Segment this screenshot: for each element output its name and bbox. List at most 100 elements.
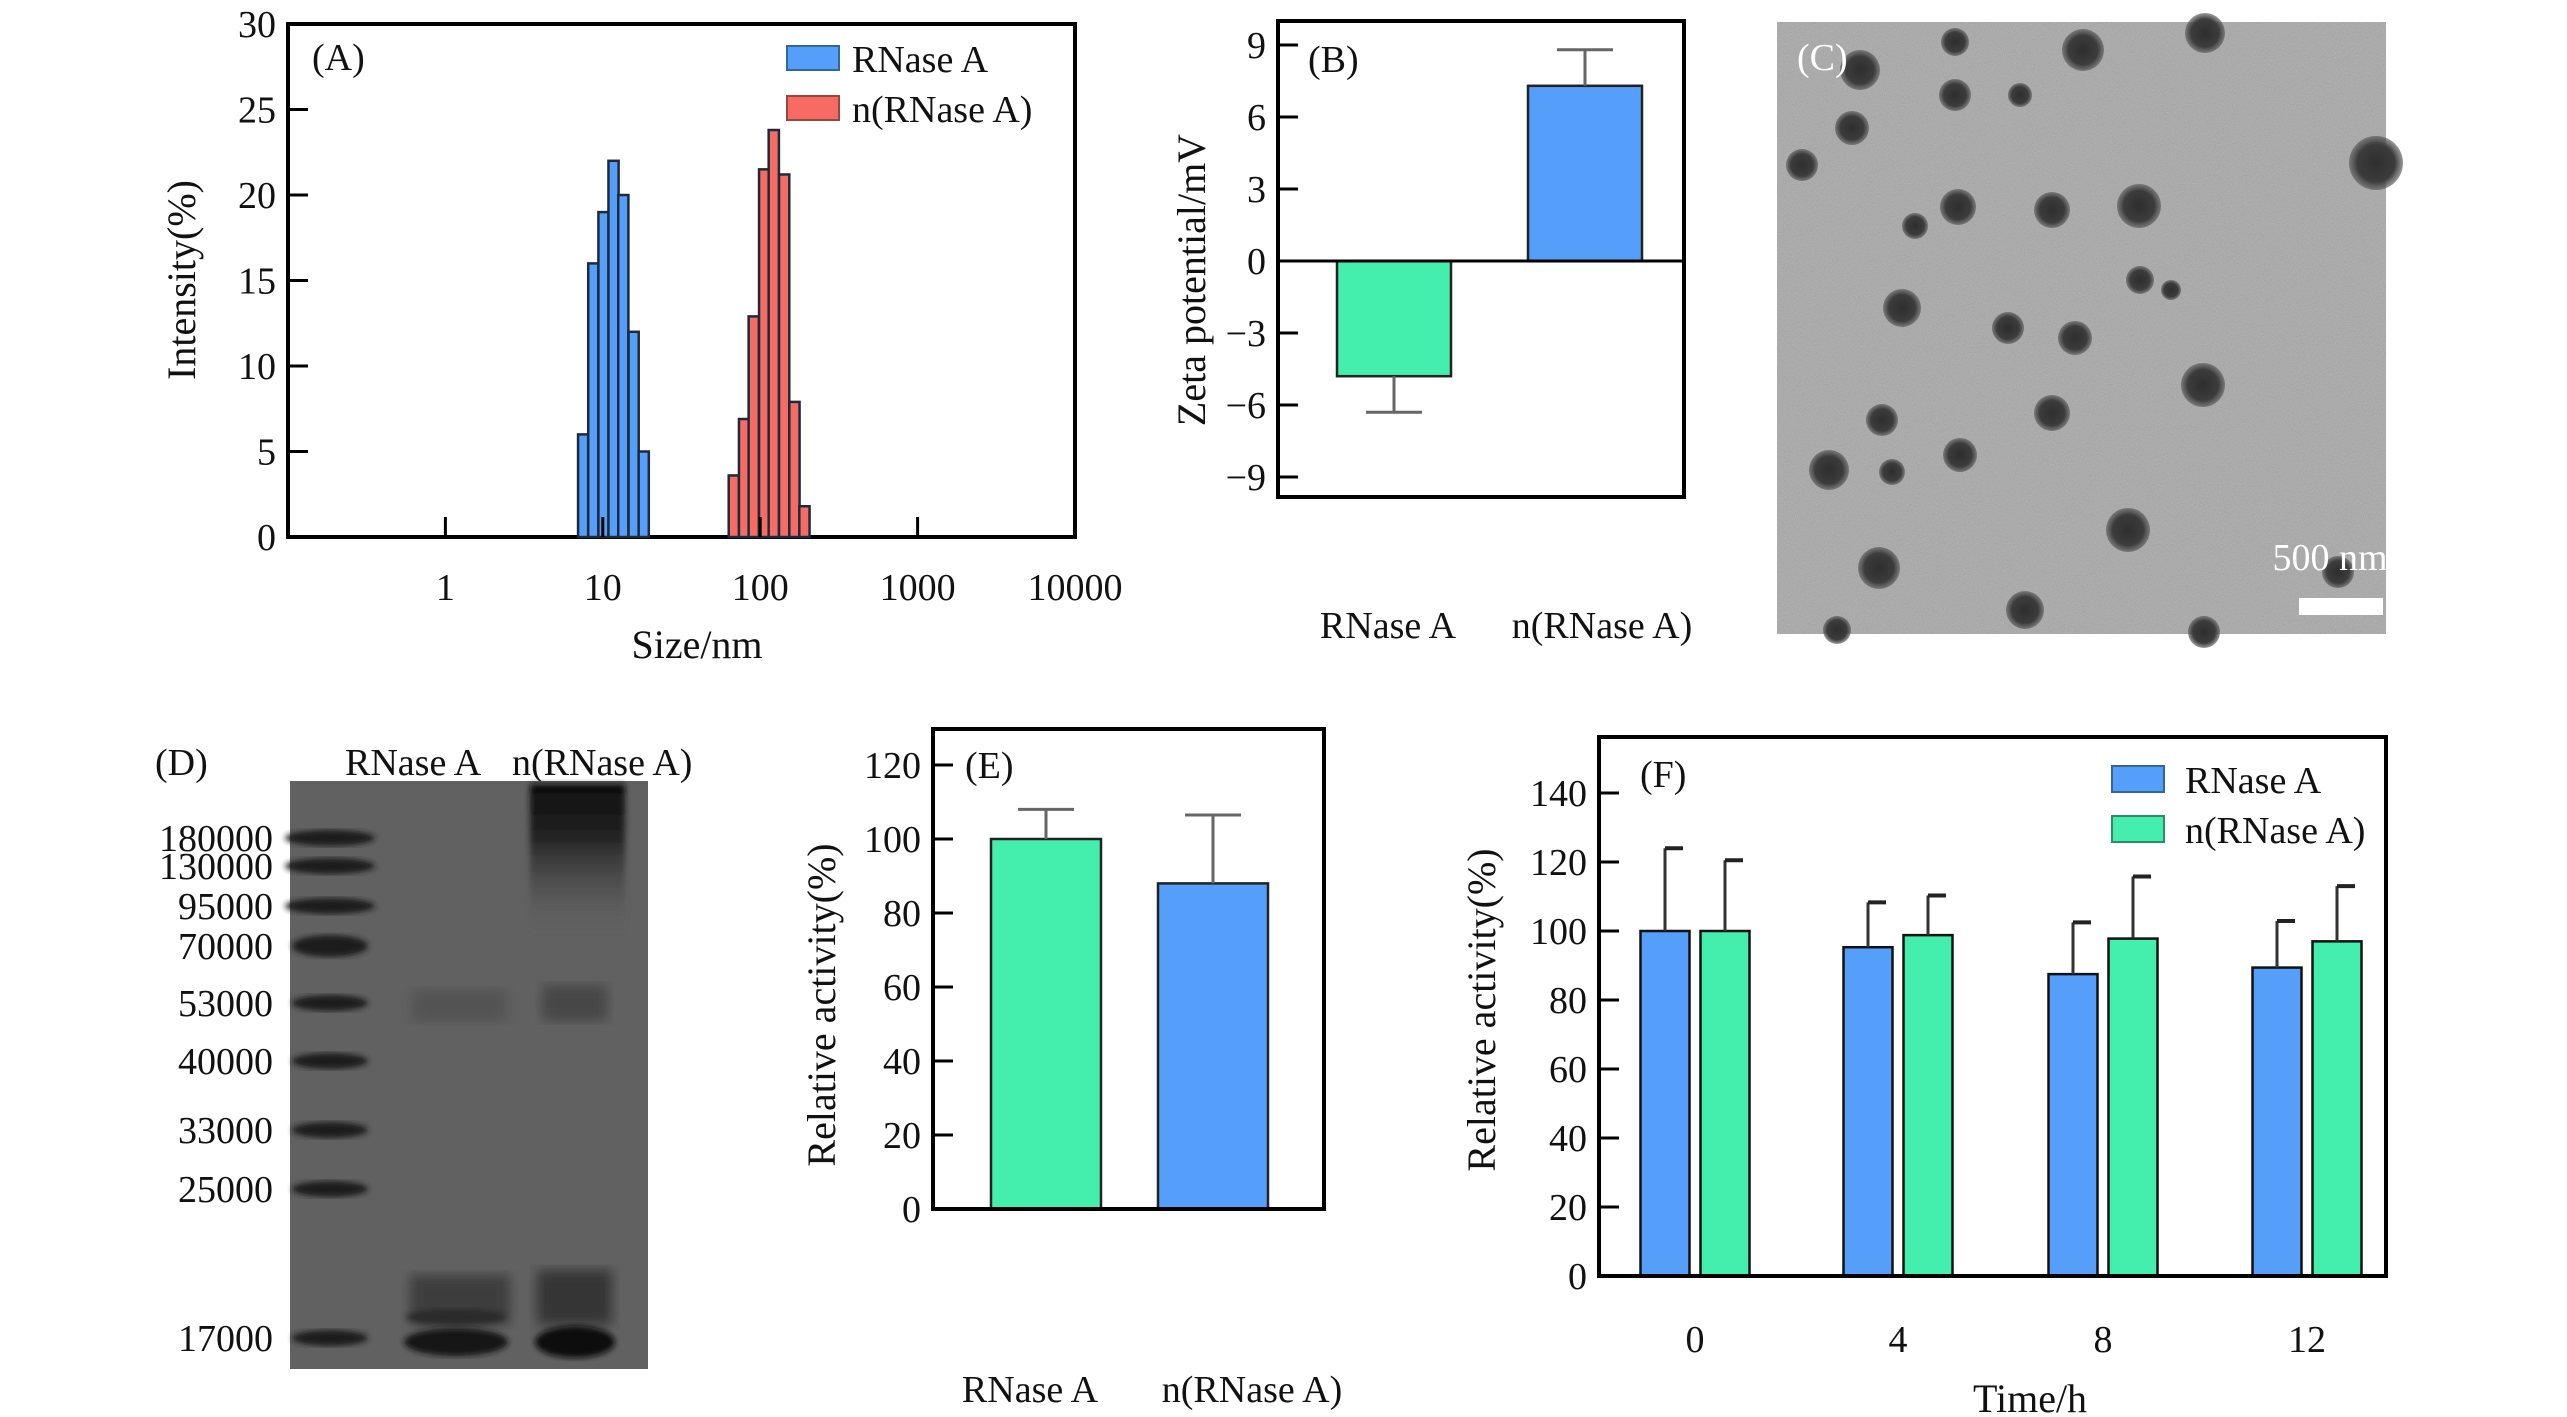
y-tick-label: 120: [864, 745, 921, 787]
y-tick-label: 40: [883, 1041, 921, 1083]
aggregate-smear-n-rnase-a: [530, 784, 625, 934]
y-tick-label: 15: [238, 261, 276, 303]
y-tick-label: 80: [1549, 980, 1587, 1022]
x-tick-label: 12: [2288, 1319, 2326, 1361]
nanoparticle: [2181, 363, 2225, 407]
nanoparticle: [1835, 111, 1869, 145]
legend: RNase A n(RNase A): [2111, 760, 2365, 852]
legend-swatch-n-rnase-a: [786, 95, 840, 121]
ladder-band: [292, 1181, 368, 1197]
nanoparticle: [2349, 136, 2403, 190]
ladder-label: 40000: [178, 1041, 273, 1083]
y-tick-label: 20: [238, 175, 276, 217]
nanoparticle: [1823, 616, 1851, 644]
x-tick-label: 10000: [1028, 567, 1123, 609]
legend-swatch-rnase-a: [786, 45, 840, 71]
panel-d-sds-page-gel: (D) RNase A n(RNase A) 18000013000095000…: [155, 742, 692, 1369]
histogram-bar-n-rnase-a: [777, 173, 791, 539]
histogram-bar-n-rnase-a: [798, 504, 811, 539]
panel-label: (E): [965, 745, 1014, 787]
nanoparticle: [2185, 13, 2225, 53]
legend: RNase A n(RNase A): [786, 39, 1032, 131]
nanoparticle: [2126, 266, 2154, 294]
x-category-label: RNase A: [962, 1369, 1099, 1411]
legend-label-rnase-a: RNase A: [852, 39, 989, 81]
y-axis-label: Intensity(%): [159, 180, 204, 380]
ladder-band: [285, 898, 375, 914]
legend-swatch-rnase-a: [2111, 765, 2165, 793]
nanoparticle: [2188, 616, 2220, 648]
ladder-band: [292, 1330, 368, 1346]
bar-n-rnase-a: [2107, 937, 2159, 1278]
histogram-bar-rnase-a: [576, 433, 590, 539]
histogram-bar-n-rnase-a: [788, 400, 801, 539]
ladder-label: 17000: [178, 1318, 273, 1360]
y-tick-label: 9: [1247, 25, 1266, 67]
nanoparticle: [1939, 79, 1971, 111]
y-tick-label: 20: [1549, 1187, 1587, 1229]
ladder-label: 53000: [178, 983, 273, 1025]
band-smear-n-rnase-a: [537, 1270, 612, 1325]
nanoparticle: [2034, 395, 2070, 431]
nanoparticle: [1840, 50, 1880, 90]
y-tick-label: 40: [1549, 1118, 1587, 1160]
bar-rnase-a: [1639, 929, 1691, 1278]
nanoparticle: [1943, 438, 1977, 472]
nanoparticle: [1786, 149, 1818, 181]
nanoparticle: [2058, 321, 2092, 355]
bar-n-rnase-a: [1699, 929, 1751, 1278]
y-tick-label: −6: [1226, 385, 1266, 427]
histogram-bar-rnase-a: [627, 330, 640, 539]
y-tick-label: 60: [883, 967, 921, 1009]
panel-f-activity-over-time: 0 20 40 60 80 100 120 140 0 4 8 12 (F) RNase A n(R…: [1459, 735, 2388, 1417]
nanoparticle: [1941, 28, 1969, 56]
nanoparticle: [2106, 508, 2150, 552]
histogram-bar-n-rnase-a: [727, 474, 741, 539]
nanoparticle: [1883, 289, 1921, 327]
ladder-label: 70000: [178, 926, 273, 968]
histogram-bar-n-rnase-a: [767, 128, 781, 539]
nanoparticle: [2161, 280, 2181, 300]
nanoparticle: [2006, 591, 2044, 629]
nanoparticle: [1866, 404, 1898, 436]
panel-c-tem-image: (C) 500 nm: [1777, 13, 2403, 648]
nanoparticle: [1879, 459, 1905, 485]
y-tick-label: 100: [1530, 911, 1587, 953]
y-tick-label: −9: [1226, 457, 1266, 499]
bar-n-rnase-a: [1526, 84, 1644, 263]
band-rnase-a-17k: [404, 1328, 508, 1356]
legend-label-n-rnase-a: n(RNase A): [852, 89, 1032, 131]
panel-label: (D): [155, 742, 208, 784]
nanoparticle: [2034, 192, 2070, 228]
y-axis-label: Relative activity(%): [799, 843, 844, 1166]
scale-bar: [2299, 598, 2383, 615]
y-axis-label: Zeta potential/mV: [1169, 134, 1214, 426]
nanoparticle: [2008, 83, 2032, 107]
ladder-label: 33000: [178, 1110, 273, 1152]
plot-frame: [931, 727, 1326, 1211]
nanoparticle: [1902, 213, 1928, 239]
x-tick-label: 8: [2094, 1319, 2113, 1361]
y-tick-label: 20: [883, 1115, 921, 1157]
panel-b-zeta-potential: −9 −6 −3 0 3 6 9 RNase A n(RNase A) (B) Zeta po…: [1169, 19, 1692, 647]
bar-rnase-a: [1842, 945, 1894, 1278]
ladder-label: 130000: [159, 846, 273, 888]
panel-label: (B): [1308, 39, 1359, 81]
lane-label-rnase-a: RNase A: [345, 742, 482, 784]
x-axis-label: Time/h: [1973, 1376, 2087, 1417]
lane-label-n-rnase-a: n(RNase A): [512, 742, 692, 784]
panel-a-size-distribution: 0 5 10 15 20 25 30 1 10 100 1000 10000 (A) RNase A…: [159, 4, 1123, 667]
y-tick-label: 140: [1530, 773, 1587, 815]
nanoparticle: [2117, 184, 2161, 228]
nanoparticle: [1858, 547, 1900, 589]
x-category-label: n(RNase A): [1512, 605, 1692, 647]
bar-n-rnase-a: [2311, 940, 2363, 1278]
histogram-bar-rnase-a: [597, 210, 610, 539]
y-tick-label: 80: [883, 893, 921, 935]
ladder-label: 180000: [159, 818, 273, 860]
x-tick-label: 4: [1889, 1319, 1908, 1361]
y-tick-label: 0: [1247, 241, 1266, 283]
x-tick-label: 1: [436, 567, 455, 609]
band-rnase-a-upper: [406, 1309, 506, 1325]
legend-label-n-rnase-a: n(RNase A): [2185, 810, 2365, 852]
